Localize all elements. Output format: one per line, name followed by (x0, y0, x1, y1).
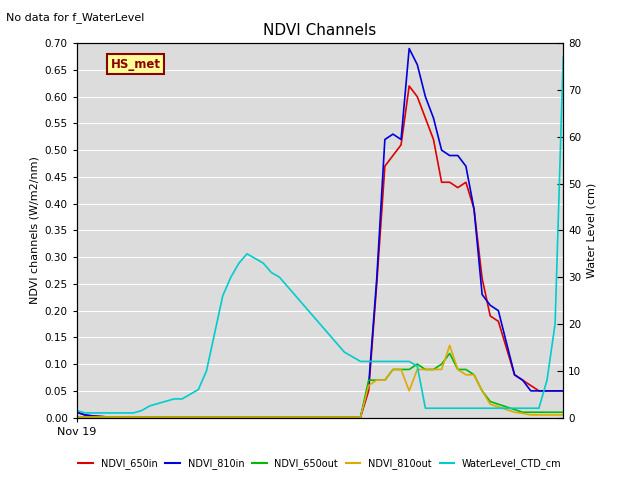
Text: HS_met: HS_met (111, 58, 161, 71)
Legend: NDVI_650in, NDVI_810in, NDVI_650out, NDVI_810out, WaterLevel_CTD_cm: NDVI_650in, NDVI_810in, NDVI_650out, NDV… (74, 454, 566, 473)
Y-axis label: Water Level (cm): Water Level (cm) (587, 183, 596, 278)
Y-axis label: NDVI channels (W/m2/nm): NDVI channels (W/m2/nm) (29, 156, 39, 304)
Text: No data for f_WaterLevel: No data for f_WaterLevel (6, 12, 145, 23)
Title: NDVI Channels: NDVI Channels (264, 23, 376, 38)
